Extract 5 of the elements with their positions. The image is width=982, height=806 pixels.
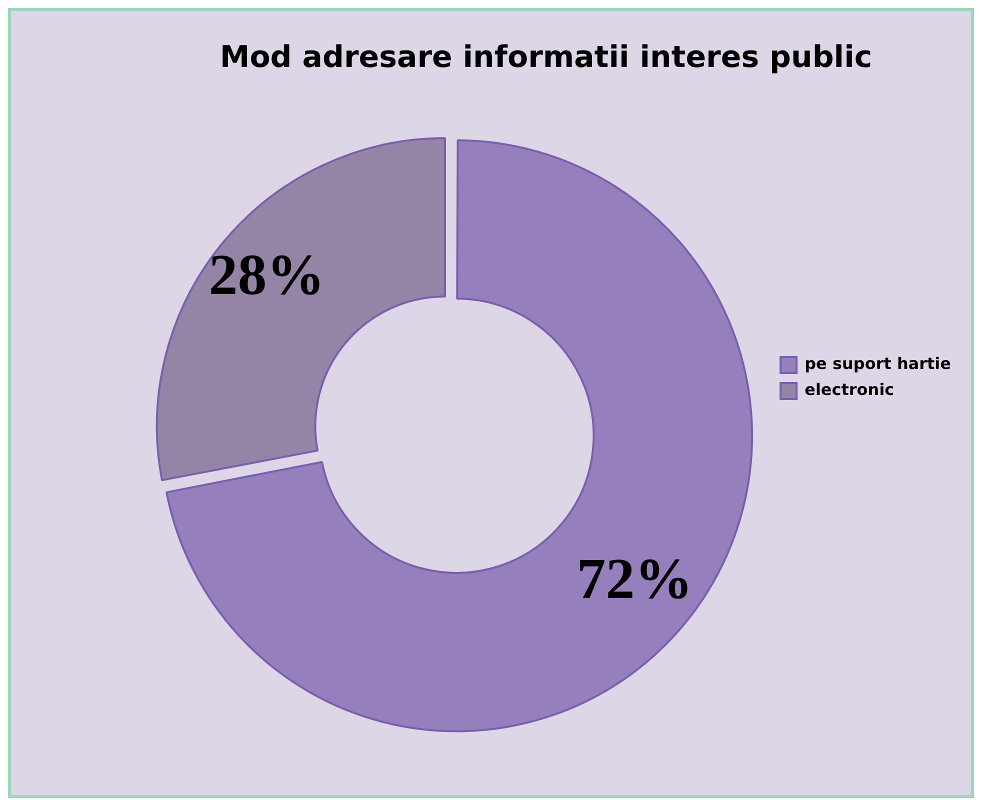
data-label: 72% — [576, 546, 693, 612]
legend-label: pe suport hartie — [804, 354, 952, 374]
chart-title: Mod adresare informatii interes public — [220, 40, 872, 75]
legend-label: electronic — [804, 380, 894, 400]
data-label: 28% — [208, 242, 325, 307]
